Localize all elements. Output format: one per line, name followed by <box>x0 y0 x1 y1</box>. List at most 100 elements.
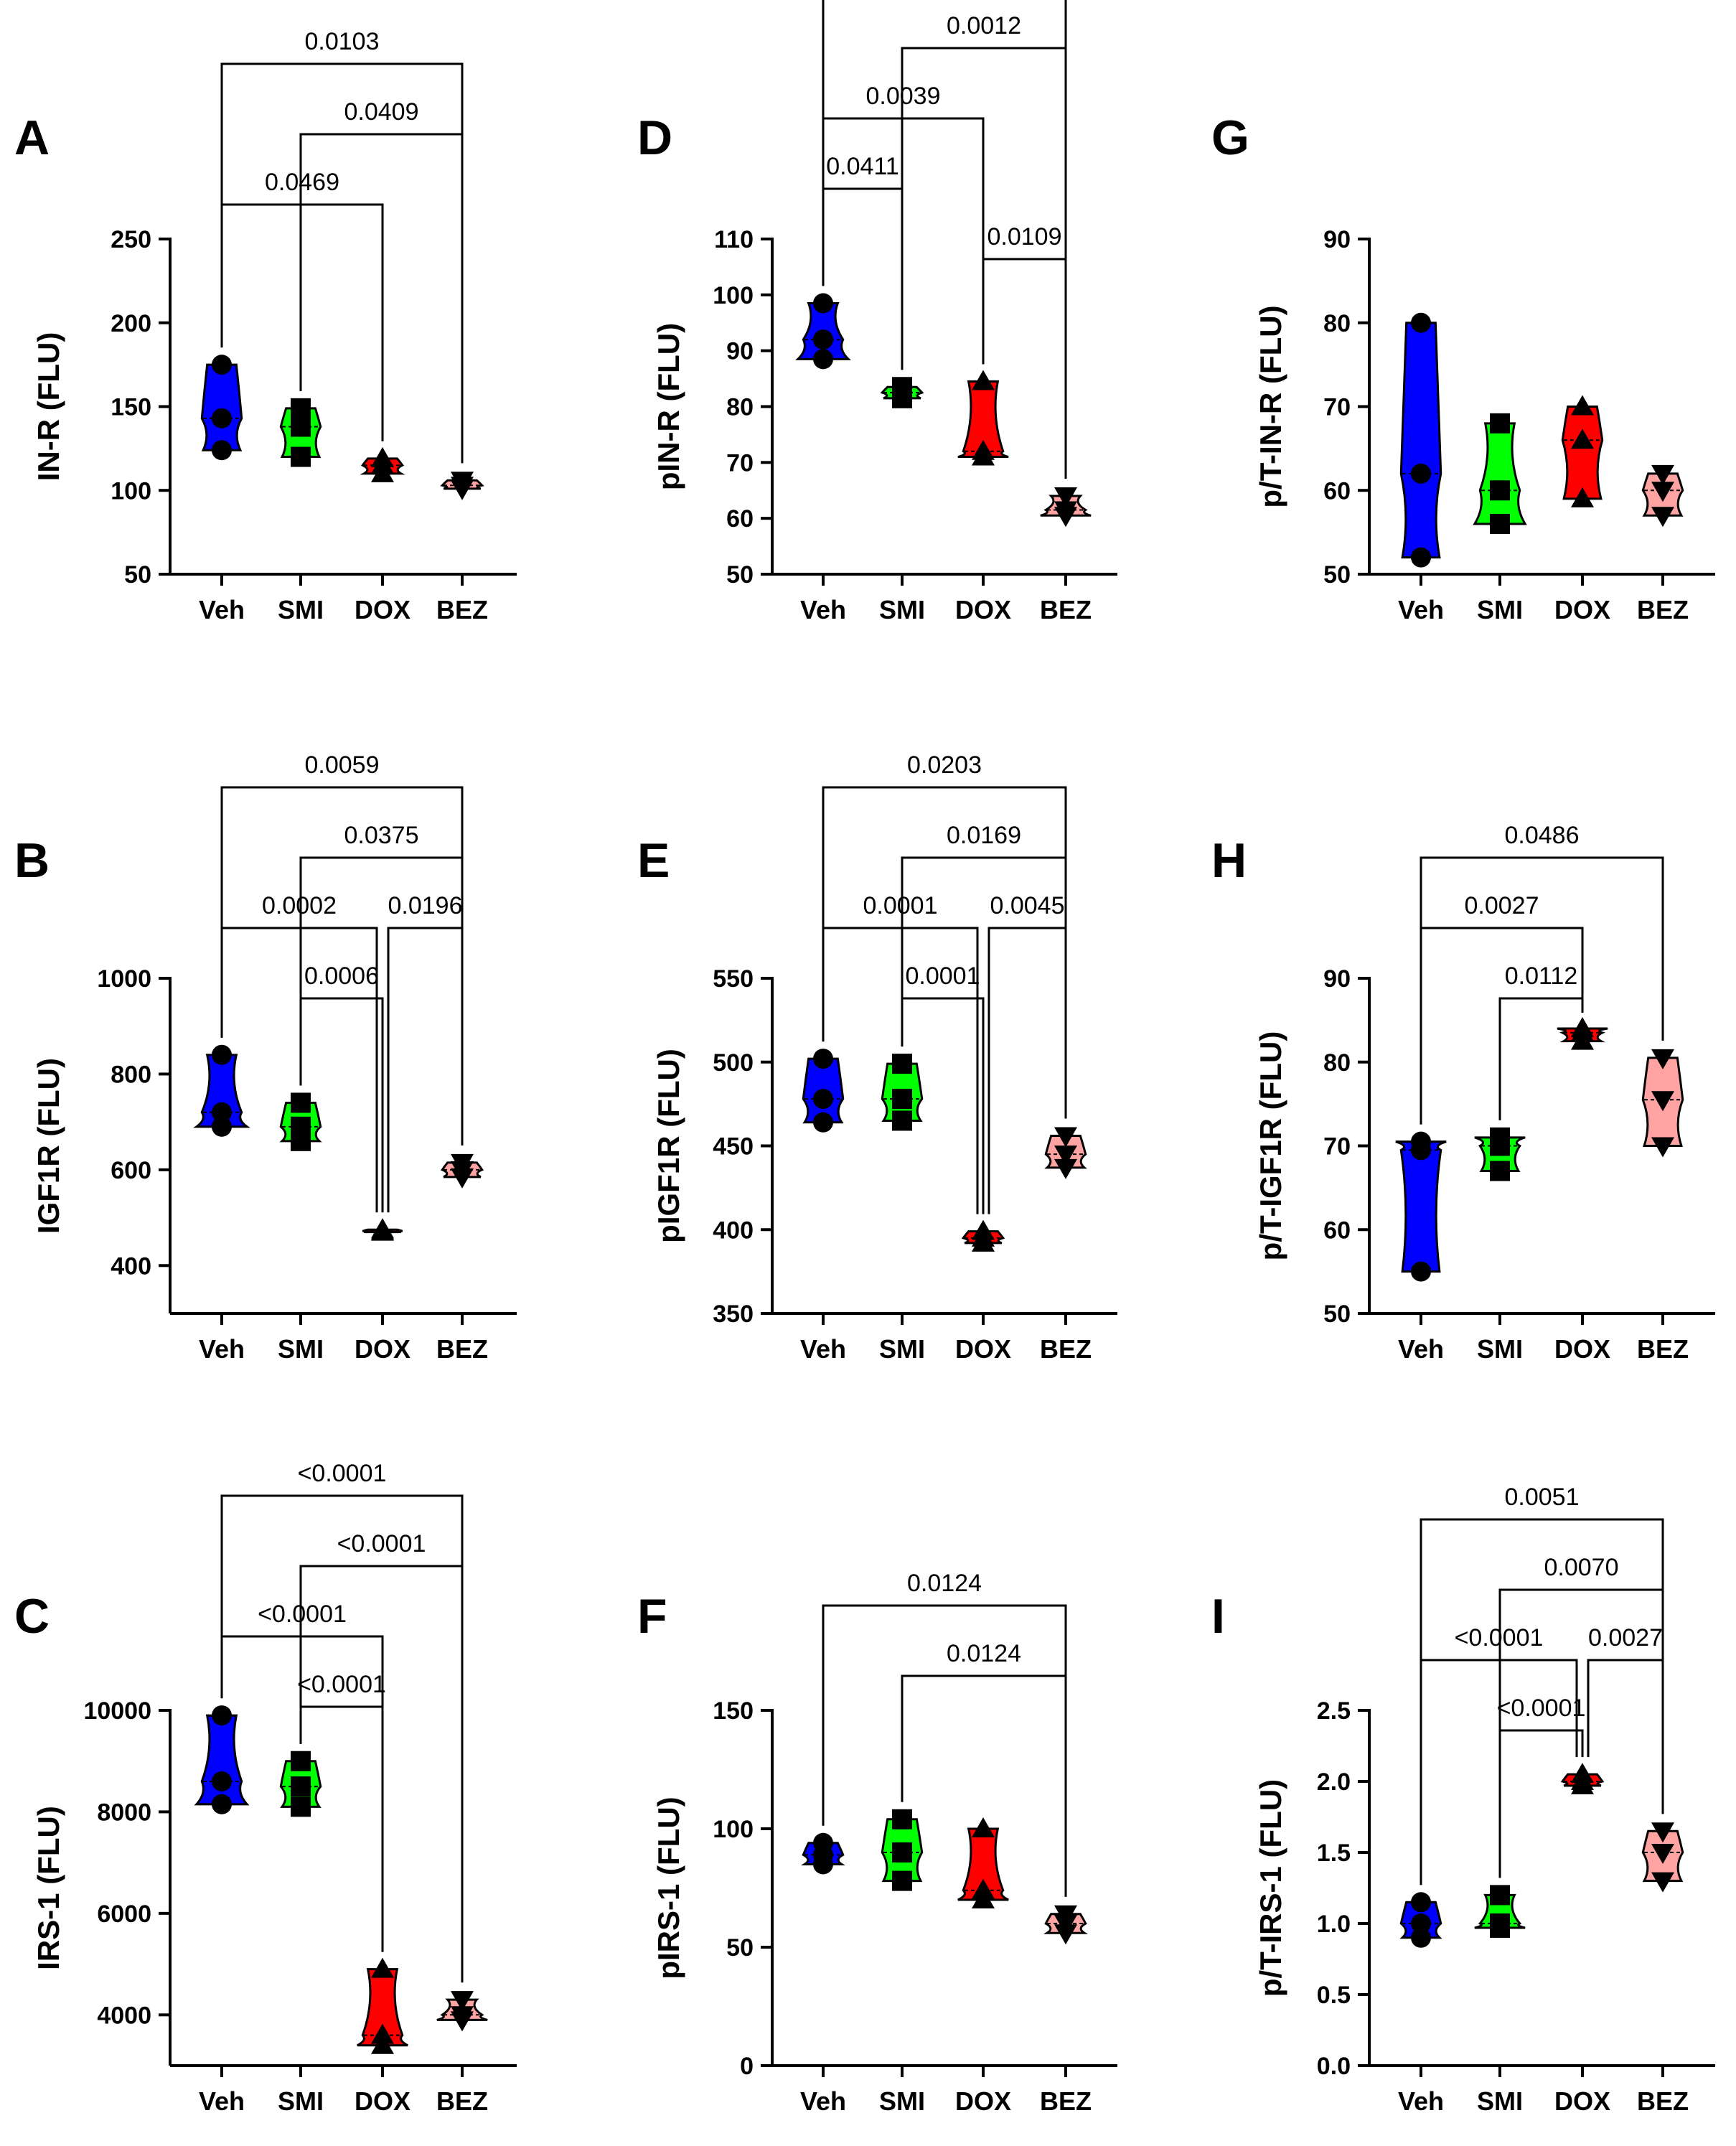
y-tick-label: 4000 <box>97 2002 151 2029</box>
p-value-label: 0.0109 <box>987 223 1062 250</box>
significance-bracket <box>1498 1729 1584 1878</box>
data-point-DOX <box>972 1888 995 1908</box>
y-tick-label: 90 <box>726 338 754 365</box>
y-tick-label: 1.0 <box>1317 1911 1351 1938</box>
y-tick-label: 2.5 <box>1317 1697 1351 1725</box>
significance-bracket <box>822 187 904 370</box>
data-point-Veh <box>212 1044 232 1065</box>
data-point-Veh <box>212 1771 232 1791</box>
data-point-Veh <box>212 408 232 428</box>
p-value-label: 0.0001 <box>863 892 938 919</box>
violin-Veh <box>194 1714 250 1806</box>
data-point-Veh <box>813 1112 833 1133</box>
y-tick-label: 100 <box>713 282 754 309</box>
data-point-SMI <box>892 1809 912 1829</box>
violin-DOX <box>957 380 1009 459</box>
data-point-DOX <box>972 1231 995 1252</box>
y-axis-label: IGF1R (FLU) <box>32 1058 65 1234</box>
data-point-Veh <box>813 1089 833 1110</box>
p-value-label: 0.0103 <box>305 28 380 55</box>
significance-bracket <box>822 1604 1067 1897</box>
data-point-SMI <box>1490 513 1510 534</box>
y-tick-label: 0 <box>740 2053 754 2080</box>
data-point-DOX <box>1571 487 1594 507</box>
violin-Veh <box>200 363 243 451</box>
data-point-BEZ <box>451 479 474 500</box>
y-tick-label: 100 <box>713 1816 754 1843</box>
y-tick-label: 80 <box>1323 310 1351 337</box>
x-tick-label: BEZ <box>1637 1334 1689 1364</box>
significance-bracket <box>822 927 979 1214</box>
data-point-SMI <box>1490 1135 1510 1156</box>
panel-letter-B: B <box>14 833 50 888</box>
p-value-label: 0.0039 <box>866 83 941 110</box>
significance-bracket <box>299 133 464 464</box>
y-tick-label: 50 <box>124 561 151 589</box>
y-tick-label: 50 <box>1323 1301 1351 1328</box>
data-point-Veh <box>212 1116 232 1137</box>
data-point-SMI <box>291 1092 311 1113</box>
significance-bracket <box>387 927 464 1213</box>
x-tick-label: BEZ <box>436 1334 488 1364</box>
data-point-Veh <box>1411 1927 1431 1948</box>
p-value-label: 0.0059 <box>305 751 380 779</box>
x-tick-label: SMI <box>278 595 324 624</box>
x-tick-label: Veh <box>1398 595 1444 624</box>
panel-letter-G: G <box>1211 111 1249 165</box>
x-tick-label: BEZ <box>1637 2086 1689 2116</box>
p-value-label: 0.0169 <box>947 822 1021 849</box>
panel-letter-E: E <box>637 833 670 888</box>
y-tick-label: 450 <box>713 1133 754 1161</box>
panel-letter-H: H <box>1211 833 1247 888</box>
p-value-label: 0.0469 <box>265 169 339 196</box>
p-value-label: <0.0001 <box>297 1671 386 1698</box>
panel-letter-D: D <box>637 111 672 165</box>
data-point-BEZ <box>1651 1872 1674 1893</box>
data-point-DOX <box>1571 395 1594 416</box>
y-tick-label: 100 <box>111 477 151 505</box>
data-point-Veh <box>1411 547 1431 568</box>
violin-Veh <box>1395 1140 1447 1273</box>
p-value-label: 0.0124 <box>907 1570 982 1597</box>
data-point-Veh <box>1411 312 1431 333</box>
significance-bracket <box>220 62 464 464</box>
data-point-DOX <box>371 2033 394 2054</box>
y-tick-label: 80 <box>1323 1049 1351 1077</box>
data-point-BEZ <box>1054 1924 1077 1945</box>
x-tick-label: Veh <box>1398 2086 1444 2116</box>
x-tick-label: Veh <box>199 1334 245 1364</box>
data-point-SMI <box>892 1842 912 1862</box>
data-point-SMI <box>291 1796 311 1817</box>
x-tick-label: BEZ <box>1040 1334 1092 1364</box>
data-point-Veh <box>1411 1261 1431 1282</box>
data-point-BEZ <box>451 2011 474 2032</box>
y-tick-label: 8000 <box>97 1799 151 1826</box>
data-point-Veh <box>813 1854 833 1875</box>
x-tick-label: DOX <box>355 595 410 624</box>
violin-Veh <box>193 1054 250 1128</box>
data-point-Veh <box>813 349 833 370</box>
x-tick-label: SMI <box>1477 595 1523 624</box>
x-tick-label: DOX <box>1554 1334 1610 1364</box>
p-value-label: <0.0001 <box>298 1460 387 1487</box>
y-tick-label: 0.5 <box>1317 1982 1351 2009</box>
y-tick-label: 0.0 <box>1317 2053 1351 2080</box>
data-point-SMI <box>1490 1885 1510 1906</box>
data-point-BEZ <box>1054 1158 1077 1179</box>
panel-I: Ip/T-IRS-1 (FLU) 0.0 0.5 1.0 1.5 2.0 2.5 Veh SMI… <box>1211 1484 1715 2116</box>
y-tick-label: 400 <box>713 1217 754 1244</box>
y-axis-label: p/T-IRS-1 (FLU) <box>1254 1779 1287 1997</box>
data-point-SMI <box>1490 1917 1510 1938</box>
panel-letter-C: C <box>14 1589 50 1644</box>
panel-letter-I: I <box>1211 1589 1225 1644</box>
p-value-label: 0.0027 <box>1465 892 1539 919</box>
y-tick-label: 2.0 <box>1317 1768 1351 1796</box>
y-tick-label: 90 <box>1323 226 1351 253</box>
p-value-label: 0.0006 <box>304 962 379 990</box>
data-point-SMI <box>892 1054 912 1074</box>
data-point-SMI <box>1490 413 1510 434</box>
y-tick-label: 60 <box>1323 477 1351 505</box>
violin-DOX <box>1561 406 1604 500</box>
